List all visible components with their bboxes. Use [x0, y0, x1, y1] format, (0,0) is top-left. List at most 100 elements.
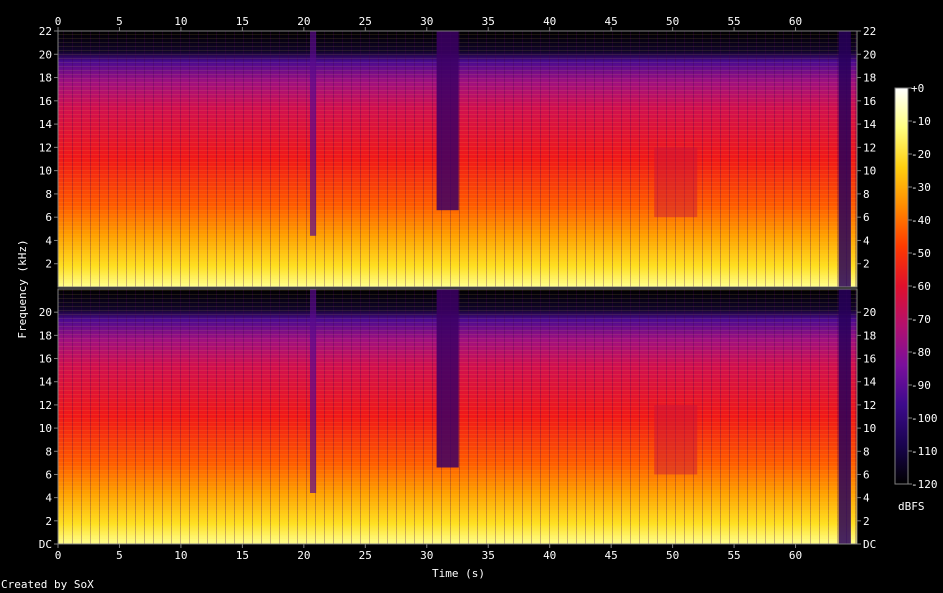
colorbar-tick-label: -60	[911, 280, 931, 293]
colorbar-tick-label: -50	[911, 247, 931, 260]
colorbar-tick-label: -20	[911, 148, 931, 161]
x-tick-label-top: 10	[174, 15, 187, 28]
y-tick-label-left: 6	[45, 468, 52, 481]
y-tick-label-left: 14	[39, 376, 53, 389]
y-tick-label-left: 8	[45, 445, 52, 458]
y-tick-label-right: 12	[863, 141, 876, 154]
colorbar-label: dBFS	[898, 500, 925, 513]
y-tick-label-left: 20	[39, 48, 52, 61]
colorbar-tick-label: -100	[911, 412, 938, 425]
x-tick-label-top: 30	[420, 15, 433, 28]
y-tick-label-right: 14	[863, 118, 877, 131]
x-tick-label-top: 20	[297, 15, 310, 28]
y-tick-label-right: 10	[863, 422, 876, 435]
x-tick-label-bottom: 10	[174, 549, 187, 562]
x-tick-label-bottom: 55	[727, 549, 740, 562]
x-tick-label-bottom: 5	[116, 549, 123, 562]
colorbar-tick-label: +0	[911, 82, 924, 95]
x-tick-label-top: 15	[236, 15, 249, 28]
spectrogram-panels	[58, 31, 857, 544]
y-tick-label-right: 20	[863, 306, 876, 319]
y-tick-label-right: 6	[863, 468, 870, 481]
colorbar	[894, 87, 909, 485]
colorbar-tick-label: -10	[911, 115, 931, 128]
x-tick-label-top: 50	[666, 15, 679, 28]
x-tick-label-bottom: 25	[359, 549, 372, 562]
y-tick-label-right: 18	[863, 329, 876, 342]
colorbar-tick-label: -80	[911, 346, 931, 359]
x-tick-label-top: 60	[789, 15, 802, 28]
y-tick-label-left: 4	[45, 234, 52, 247]
y-tick-label-left: 18	[39, 72, 52, 85]
y-tick-label-left: 8	[45, 188, 52, 201]
fade-out	[838, 31, 851, 287]
y-tick-label-right: 2	[863, 515, 870, 528]
x-tick-label-bottom: 45	[605, 549, 618, 562]
y-tick-label-right: 12	[863, 399, 876, 412]
y-tick-label-right: 22	[863, 25, 876, 38]
y-tick-label-right: 16	[863, 353, 876, 366]
y-tick-label-left: 22	[39, 25, 52, 38]
y-tick-label-left: 10	[39, 165, 52, 178]
x-tick-label-bottom: 15	[236, 549, 249, 562]
y-tick-label-right: DC	[863, 538, 876, 551]
hf-dropout	[309, 289, 317, 493]
x-tick-label-bottom: 50	[666, 549, 679, 562]
y-tick-label-left: 14	[39, 118, 53, 131]
axes: 0055101015152020252530303535404045455050…	[39, 15, 877, 562]
colorbar-tick-label: -70	[911, 313, 931, 326]
y-tick-label-right: 4	[863, 234, 870, 247]
x-tick-label-bottom: 20	[297, 549, 310, 562]
y-tick-label-left: 12	[39, 399, 52, 412]
x-tick-label-top: 25	[359, 15, 372, 28]
y-tick-label-left: 6	[45, 211, 52, 224]
y-tick-label-right: 6	[863, 211, 870, 224]
y-tick-label-left: 18	[39, 329, 52, 342]
x-tick-label-bottom: 40	[543, 549, 556, 562]
y-tick-label-left: 20	[39, 306, 52, 319]
quiet-section	[436, 289, 459, 468]
hf-dropout	[309, 31, 317, 236]
y-tick-label-right: 16	[863, 95, 876, 108]
quiet-section	[436, 31, 459, 211]
colorbar-tick-label: -30	[911, 181, 931, 194]
colorbar-tick-label: -120	[911, 478, 938, 491]
colorbar-tick-label: -110	[911, 445, 938, 458]
colorbar-tick-label: -40	[911, 214, 931, 227]
colorbar-ticks: +0 -10 -20 -30 -40 -50 -60 -70 -80 -90 -100 -110 -12…	[908, 82, 938, 491]
x-tick-label-bottom: 0	[55, 549, 62, 562]
y-tick-label-right: 20	[863, 48, 876, 61]
credit-text: Created by SoX	[1, 578, 94, 591]
y-axis-label: Frequency (kHz)	[16, 239, 29, 339]
x-tick-label-top: 45	[605, 15, 618, 28]
y-tick-label-left: 12	[39, 141, 52, 154]
y-tick-label-right: 8	[863, 445, 870, 458]
x-tick-label-top: 55	[727, 15, 740, 28]
y-tick-label-right: 8	[863, 188, 870, 201]
y-tick-label-left: 16	[39, 353, 52, 366]
y-tick-label-left: 16	[39, 95, 52, 108]
panel-frame	[57, 30, 858, 288]
y-tick-label-left: 10	[39, 422, 52, 435]
y-tick-label-right: 18	[863, 72, 876, 85]
y-tick-label-left: 2	[45, 515, 52, 528]
reduced-energy	[654, 147, 698, 218]
x-tick-label-bottom: 35	[482, 549, 495, 562]
y-tick-label-right: 2	[863, 258, 870, 271]
x-tick-label-top: 5	[116, 15, 123, 28]
panel-frame	[57, 288, 858, 545]
y-tick-label-right: 14	[863, 376, 877, 389]
y-tick-label-right: 10	[863, 165, 876, 178]
y-tick-label-left: 4	[45, 492, 52, 505]
y-tick-label-left: 2	[45, 258, 52, 271]
reduced-energy	[654, 404, 698, 475]
x-tick-label-top: 40	[543, 15, 556, 28]
y-tick-label-right: 4	[863, 492, 870, 505]
y-tick-label-left: DC	[39, 538, 52, 551]
x-tick-label-top: 0	[55, 15, 62, 28]
x-tick-label-bottom: 60	[789, 549, 802, 562]
x-tick-label-top: 35	[482, 15, 495, 28]
fade-out	[838, 289, 851, 544]
colorbar-tick-label: -90	[911, 379, 931, 392]
